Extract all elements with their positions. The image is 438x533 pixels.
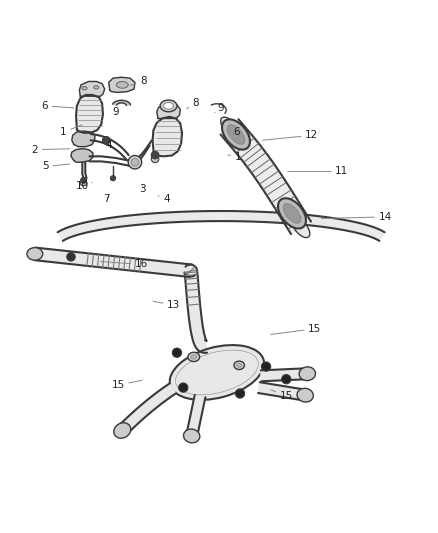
Ellipse shape xyxy=(237,364,242,367)
Polygon shape xyxy=(157,103,180,118)
Ellipse shape xyxy=(102,136,110,144)
Ellipse shape xyxy=(67,253,75,261)
Ellipse shape xyxy=(160,100,177,112)
Text: 7: 7 xyxy=(103,194,110,204)
Ellipse shape xyxy=(128,156,141,169)
Text: 15: 15 xyxy=(111,380,142,390)
Ellipse shape xyxy=(283,204,301,223)
Polygon shape xyxy=(186,395,205,437)
Polygon shape xyxy=(58,211,385,241)
Text: 12: 12 xyxy=(262,130,318,140)
Ellipse shape xyxy=(292,218,310,238)
Ellipse shape xyxy=(131,158,139,166)
Text: 15: 15 xyxy=(271,390,293,401)
Ellipse shape xyxy=(94,86,99,89)
Ellipse shape xyxy=(222,119,250,150)
Text: 8: 8 xyxy=(130,77,147,86)
Text: 5: 5 xyxy=(42,161,70,172)
Text: 13: 13 xyxy=(153,300,180,310)
Ellipse shape xyxy=(172,348,182,357)
Ellipse shape xyxy=(234,361,244,369)
Ellipse shape xyxy=(110,176,116,181)
Text: 1: 1 xyxy=(60,125,82,137)
Text: 16: 16 xyxy=(101,260,148,269)
Polygon shape xyxy=(109,77,135,92)
Polygon shape xyxy=(71,149,93,162)
Text: 9: 9 xyxy=(113,107,119,117)
Text: 1: 1 xyxy=(228,152,241,162)
Ellipse shape xyxy=(163,102,173,109)
Ellipse shape xyxy=(81,177,87,183)
Ellipse shape xyxy=(117,82,128,88)
Polygon shape xyxy=(118,384,176,434)
Ellipse shape xyxy=(221,117,238,136)
Ellipse shape xyxy=(278,198,306,229)
Text: 11: 11 xyxy=(288,166,348,176)
Text: 4: 4 xyxy=(158,194,170,204)
Polygon shape xyxy=(261,368,307,381)
Text: 15: 15 xyxy=(271,324,321,334)
Text: 10: 10 xyxy=(76,181,92,191)
Polygon shape xyxy=(72,131,95,147)
Ellipse shape xyxy=(235,389,245,398)
Text: 8: 8 xyxy=(187,99,199,109)
Ellipse shape xyxy=(170,345,264,400)
Ellipse shape xyxy=(282,375,291,384)
Ellipse shape xyxy=(151,155,159,163)
Text: 6: 6 xyxy=(233,127,240,137)
Ellipse shape xyxy=(27,247,43,260)
Text: 3: 3 xyxy=(139,184,146,193)
Ellipse shape xyxy=(191,355,197,359)
Text: 9: 9 xyxy=(215,102,224,112)
Polygon shape xyxy=(184,264,207,353)
Polygon shape xyxy=(258,382,306,401)
Ellipse shape xyxy=(179,383,188,392)
Ellipse shape xyxy=(114,423,131,438)
Ellipse shape xyxy=(227,125,245,144)
Text: 4: 4 xyxy=(106,140,112,150)
Polygon shape xyxy=(76,95,103,133)
Ellipse shape xyxy=(188,352,200,361)
Text: 6: 6 xyxy=(41,101,74,111)
Ellipse shape xyxy=(82,86,87,90)
Ellipse shape xyxy=(151,151,159,159)
Polygon shape xyxy=(220,119,311,234)
Ellipse shape xyxy=(184,429,200,443)
Text: 14: 14 xyxy=(321,212,392,222)
Polygon shape xyxy=(79,82,105,96)
Polygon shape xyxy=(152,117,182,156)
Ellipse shape xyxy=(297,388,313,402)
Ellipse shape xyxy=(80,181,87,186)
Text: 2: 2 xyxy=(32,144,70,155)
Polygon shape xyxy=(113,100,131,106)
Polygon shape xyxy=(34,248,191,277)
Ellipse shape xyxy=(261,362,271,371)
Ellipse shape xyxy=(299,367,315,381)
